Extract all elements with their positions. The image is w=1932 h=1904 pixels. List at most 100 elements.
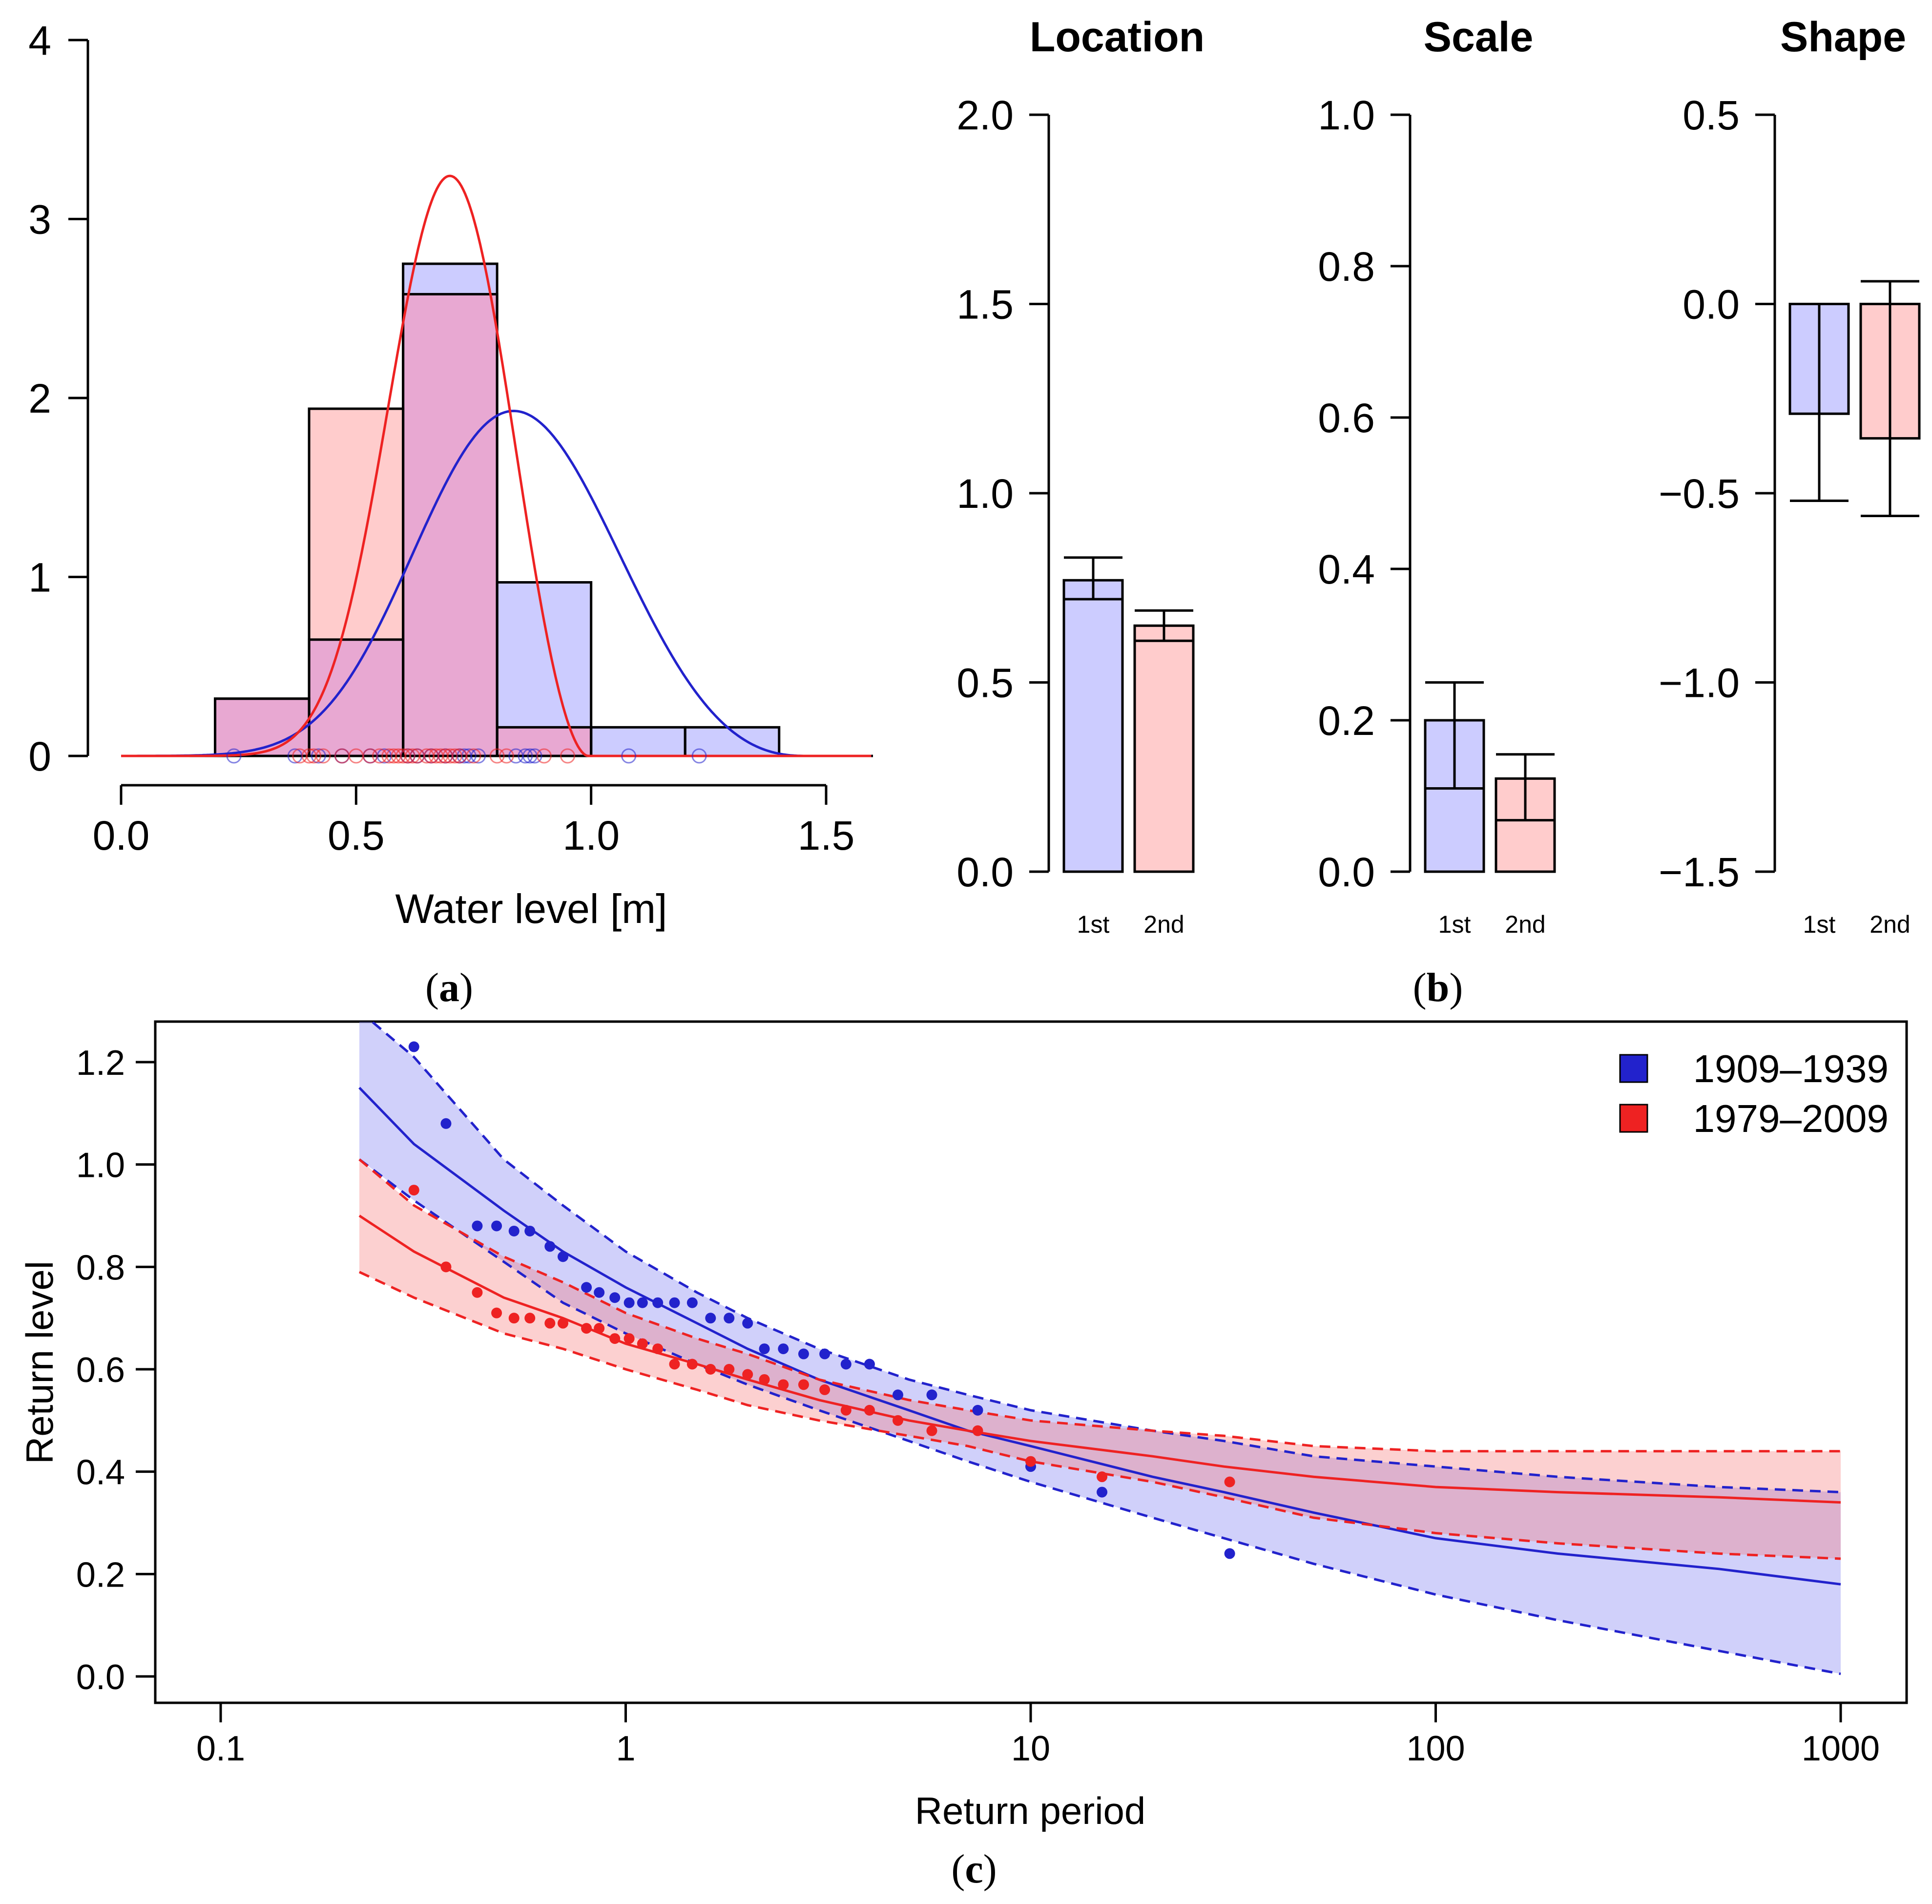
rug-point-1909-1939 <box>527 748 542 764</box>
data-point-1979-2009 <box>1224 1476 1235 1487</box>
rug-point-1909-1939 <box>226 748 242 764</box>
data-point-1909-1939 <box>742 1318 753 1329</box>
hist-bar-1909-1939 <box>591 727 686 756</box>
bar-2nd <box>1133 624 1195 873</box>
data-point-1979-2009 <box>491 1307 502 1318</box>
rug-point-1979-2009 <box>447 748 462 764</box>
data-point-1909-1939 <box>558 1251 569 1262</box>
y-tick-label: 2.0 <box>956 92 1014 138</box>
data-point-1979-2009 <box>840 1404 852 1416</box>
y-tick-label: 1.0 <box>1318 92 1375 138</box>
data-point-1909-1939 <box>864 1359 875 1370</box>
y-tick-label: 0.2 <box>1318 698 1375 744</box>
data-point-1909-1939 <box>652 1297 664 1308</box>
data-point-1979-2009 <box>508 1313 519 1324</box>
ci-lower-1979-2009 <box>358 1271 1841 1560</box>
data-point-1909-1939 <box>508 1225 519 1236</box>
y-tick-label: 0.4 <box>76 1453 125 1492</box>
rug-point-1979-2009 <box>400 748 415 764</box>
data-point-1909-1939 <box>609 1292 621 1303</box>
data-point-1979-2009 <box>759 1374 770 1385</box>
legend-label: 1979–2009 <box>1693 1097 1889 1140</box>
y-tick-label: 0.4 <box>1318 546 1375 592</box>
data-point-1909-1939 <box>893 1389 904 1401</box>
data-point-1979-2009 <box>742 1369 753 1380</box>
y-tick-label: 3 <box>28 197 51 243</box>
plot-area <box>358 1022 1841 1675</box>
plot-frame <box>154 1020 1908 1704</box>
data-point-1979-2009 <box>594 1323 605 1334</box>
ci-band-1909-1939 <box>359 1022 1841 1674</box>
data-point-1979-2009 <box>724 1364 735 1375</box>
panel-b-scale: Scale 0.0 0.2 0.4 0.6 0.8 1.0 1st 2nd <box>1318 14 1556 938</box>
y-tick-label: 1.2 <box>76 1044 125 1083</box>
rug-point-1909-1939 <box>518 748 533 764</box>
data-point-1979-2009 <box>819 1384 831 1395</box>
data-point-1979-2009 <box>652 1343 664 1355</box>
x-tick-label: 0.1 <box>196 1729 245 1768</box>
data-point-1909-1939 <box>1097 1486 1108 1498</box>
data-point-1909-1939 <box>759 1343 770 1355</box>
estimate-line-1979-2009 <box>358 1214 1841 1504</box>
data-point-1909-1939 <box>472 1220 483 1232</box>
data-point-1979-2009 <box>778 1379 789 1390</box>
x-tick-label: 10 <box>1011 1729 1050 1768</box>
y-tick-label: 1.0 <box>76 1146 125 1185</box>
data-point-1909-1939 <box>669 1297 680 1308</box>
y-tick-label: 1.0 <box>956 471 1014 517</box>
data-point-1909-1939 <box>1224 1548 1235 1559</box>
y-tick-label: 0.2 <box>76 1555 125 1594</box>
data-point-1979-2009 <box>926 1425 937 1436</box>
y-tick-label: 0.6 <box>1318 395 1375 441</box>
y-tick-label: 0.0 <box>1683 282 1740 328</box>
y-tick-label: 4 <box>28 18 51 63</box>
panel-title: Shape <box>1780 14 1906 61</box>
category-label: 1st <box>1803 911 1836 938</box>
gev-curve-1979-2009 <box>121 174 872 757</box>
ci-lower-1909-1939 <box>358 1158 1841 1675</box>
data-point-1979-2009 <box>524 1313 536 1324</box>
rug-point-1979-2009 <box>499 748 514 764</box>
data-point-1909-1939 <box>778 1343 789 1355</box>
data-point-1909-1939 <box>544 1241 556 1252</box>
data-point-1979-2009 <box>544 1318 556 1329</box>
rug-point-1979-2009 <box>466 748 481 764</box>
category-label: 1st <box>1438 911 1471 938</box>
data-point-1979-2009 <box>798 1379 809 1390</box>
legend: 1909–1939 1979–2009 <box>1619 1047 1889 1140</box>
data-point-1979-2009 <box>1025 1456 1036 1467</box>
data-point-1909-1939 <box>623 1297 635 1308</box>
data-point-1909-1939 <box>972 1404 983 1416</box>
y-axis-title: Return level <box>18 1261 61 1464</box>
x-tick-label: 1000 <box>1802 1729 1880 1768</box>
x-axis-title: Water level [m] <box>395 886 667 932</box>
data-point-1979-2009 <box>893 1415 904 1426</box>
x-axis-title: Return period <box>915 1789 1146 1832</box>
data-point-1979-2009 <box>972 1425 983 1436</box>
data-point-1979-2009 <box>558 1318 569 1329</box>
panel-a-histogram: 0 1 2 3 4 0.0 0.5 1.0 1.5 Water level [m] <box>28 18 873 932</box>
data-point-1979-2009 <box>669 1359 680 1370</box>
category-label: 1st <box>1077 911 1110 938</box>
ci-band-1979-2009 <box>359 1159 1841 1559</box>
data-point-1979-2009 <box>472 1287 483 1298</box>
gev-curve-1909-1939 <box>121 409 872 757</box>
y-tick-label: 0.0 <box>1318 849 1375 895</box>
rug-point-1909-1939 <box>621 748 637 764</box>
legend-label: 1909–1939 <box>1693 1047 1889 1090</box>
data-point-1979-2009 <box>609 1333 621 1344</box>
y-tick-label: −1.5 <box>1659 849 1740 895</box>
data-point-1909-1939 <box>594 1287 605 1298</box>
panel-b-shape: Shape −1.5 −1.0 −0.5 0.0 0.5 1st 2nd <box>1659 14 1921 938</box>
data-point-1979-2009 <box>686 1359 698 1370</box>
data-point-1909-1939 <box>686 1297 698 1308</box>
y-tick-label: 0.0 <box>76 1658 125 1697</box>
y-tick-label: 1.5 <box>956 282 1014 328</box>
bar-1st <box>1062 579 1124 873</box>
data-point-1909-1939 <box>408 1041 419 1052</box>
hist-bar-overlap <box>403 294 498 756</box>
x-tick-label: 0.0 <box>93 813 150 858</box>
legend-swatch <box>1619 1054 1648 1083</box>
x-tick-label: 0.5 <box>328 813 385 858</box>
